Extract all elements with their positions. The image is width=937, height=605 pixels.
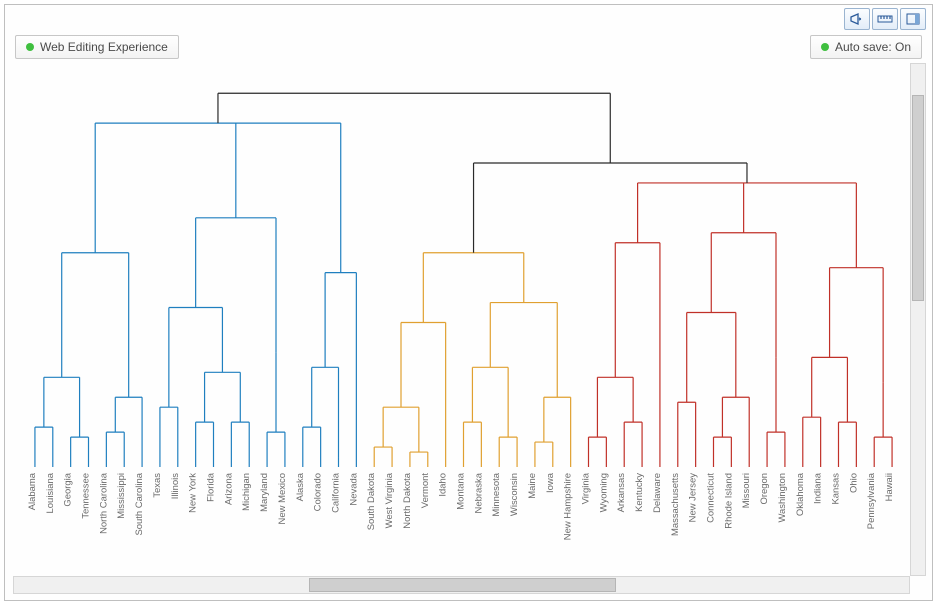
- svg-text:Kentucky: Kentucky: [634, 473, 645, 512]
- svg-text:South Dakota: South Dakota: [366, 472, 377, 530]
- svg-text:Iowa: Iowa: [545, 472, 556, 493]
- svg-text:California: California: [331, 472, 342, 513]
- status-dot-icon: [26, 43, 34, 51]
- autosave-pill[interactable]: Auto save: On: [810, 35, 922, 59]
- svg-text:Indiana: Indiana: [813, 472, 824, 504]
- top-toolbar: [844, 8, 926, 30]
- svg-text:Wisconsin: Wisconsin: [509, 473, 520, 516]
- svg-text:Tennessee: Tennessee: [81, 473, 92, 519]
- svg-text:Washington: Washington: [777, 473, 788, 523]
- svg-text:Georgia: Georgia: [63, 472, 74, 506]
- svg-text:Nebraska: Nebraska: [473, 472, 484, 513]
- svg-text:Montana: Montana: [456, 472, 467, 510]
- svg-text:Ohio: Ohio: [848, 473, 859, 493]
- svg-text:Maryland: Maryland: [259, 473, 270, 512]
- svg-text:Rhode Island: Rhode Island: [723, 473, 734, 529]
- svg-text:Maine: Maine: [527, 473, 538, 499]
- svg-text:Vermont: Vermont: [420, 473, 431, 509]
- ruler-icon: [877, 14, 893, 24]
- app-frame: Web Editing Experience Auto save: On Ala…: [4, 4, 933, 601]
- svg-text:Louisiana: Louisiana: [45, 472, 56, 513]
- status-dot-icon: [821, 43, 829, 51]
- svg-text:Kansas: Kansas: [830, 473, 841, 505]
- svg-text:Missouri: Missouri: [741, 473, 752, 508]
- svg-text:Virginia: Virginia: [580, 472, 591, 504]
- horizontal-scrollbar[interactable]: [13, 576, 910, 594]
- svg-text:Nevada: Nevada: [348, 472, 359, 505]
- announce-button[interactable]: [844, 8, 870, 30]
- svg-text:New Jersey: New Jersey: [688, 473, 699, 523]
- svg-text:Minnesota: Minnesota: [491, 472, 502, 516]
- autosave-label: Auto save: On: [835, 40, 911, 54]
- svg-text:Mississippi: Mississippi: [116, 473, 127, 519]
- scrollbar-thumb[interactable]: [309, 578, 615, 592]
- scrollbar-thumb[interactable]: [912, 95, 924, 301]
- dendrogram-canvas: Alabama Louisiana Georgia Tennessee North Ca…: [15, 65, 912, 570]
- svg-text:Connecticut: Connecticut: [705, 473, 716, 523]
- announce-icon: [850, 13, 864, 25]
- ruler-button[interactable]: [872, 8, 898, 30]
- svg-text:Wyoming: Wyoming: [598, 473, 609, 512]
- svg-text:New York: New York: [188, 473, 199, 513]
- svg-text:Alaska: Alaska: [295, 472, 306, 501]
- svg-text:Massachusetts: Massachusetts: [670, 473, 681, 536]
- svg-text:Colorado: Colorado: [313, 473, 324, 511]
- panel-icon: [906, 13, 920, 25]
- svg-text:North Dakota: North Dakota: [402, 472, 413, 528]
- dendrogram-svg: Alabama Louisiana Georgia Tennessee North Ca…: [15, 65, 912, 570]
- svg-text:Texas: Texas: [152, 473, 163, 498]
- svg-text:Florida: Florida: [206, 472, 217, 502]
- svg-text:Oklahoma: Oklahoma: [795, 472, 806, 516]
- svg-text:Hawaii: Hawaii: [884, 473, 895, 501]
- svg-text:North Carolina: North Carolina: [98, 472, 109, 534]
- svg-text:New Mexico: New Mexico: [277, 473, 288, 524]
- svg-text:Arkansas: Arkansas: [616, 473, 627, 513]
- svg-text:New Hampshire: New Hampshire: [563, 473, 574, 540]
- vertical-scrollbar[interactable]: [910, 63, 926, 576]
- panel-button[interactable]: [900, 8, 926, 30]
- svg-text:Oregon: Oregon: [759, 473, 770, 505]
- svg-text:Idaho: Idaho: [438, 473, 449, 497]
- svg-text:Arizona: Arizona: [223, 472, 234, 505]
- svg-text:South Carolina: South Carolina: [134, 472, 145, 535]
- svg-text:Delaware: Delaware: [652, 473, 663, 513]
- svg-text:Michigan: Michigan: [241, 473, 252, 511]
- editing-label: Web Editing Experience: [40, 40, 168, 54]
- svg-text:West Virginia: West Virginia: [384, 472, 395, 528]
- svg-text:Illinois: Illinois: [170, 473, 181, 500]
- svg-text:Alabama: Alabama: [27, 472, 38, 510]
- editing-status-pill[interactable]: Web Editing Experience: [15, 35, 179, 59]
- svg-text:Pennsylvania: Pennsylvania: [866, 472, 877, 529]
